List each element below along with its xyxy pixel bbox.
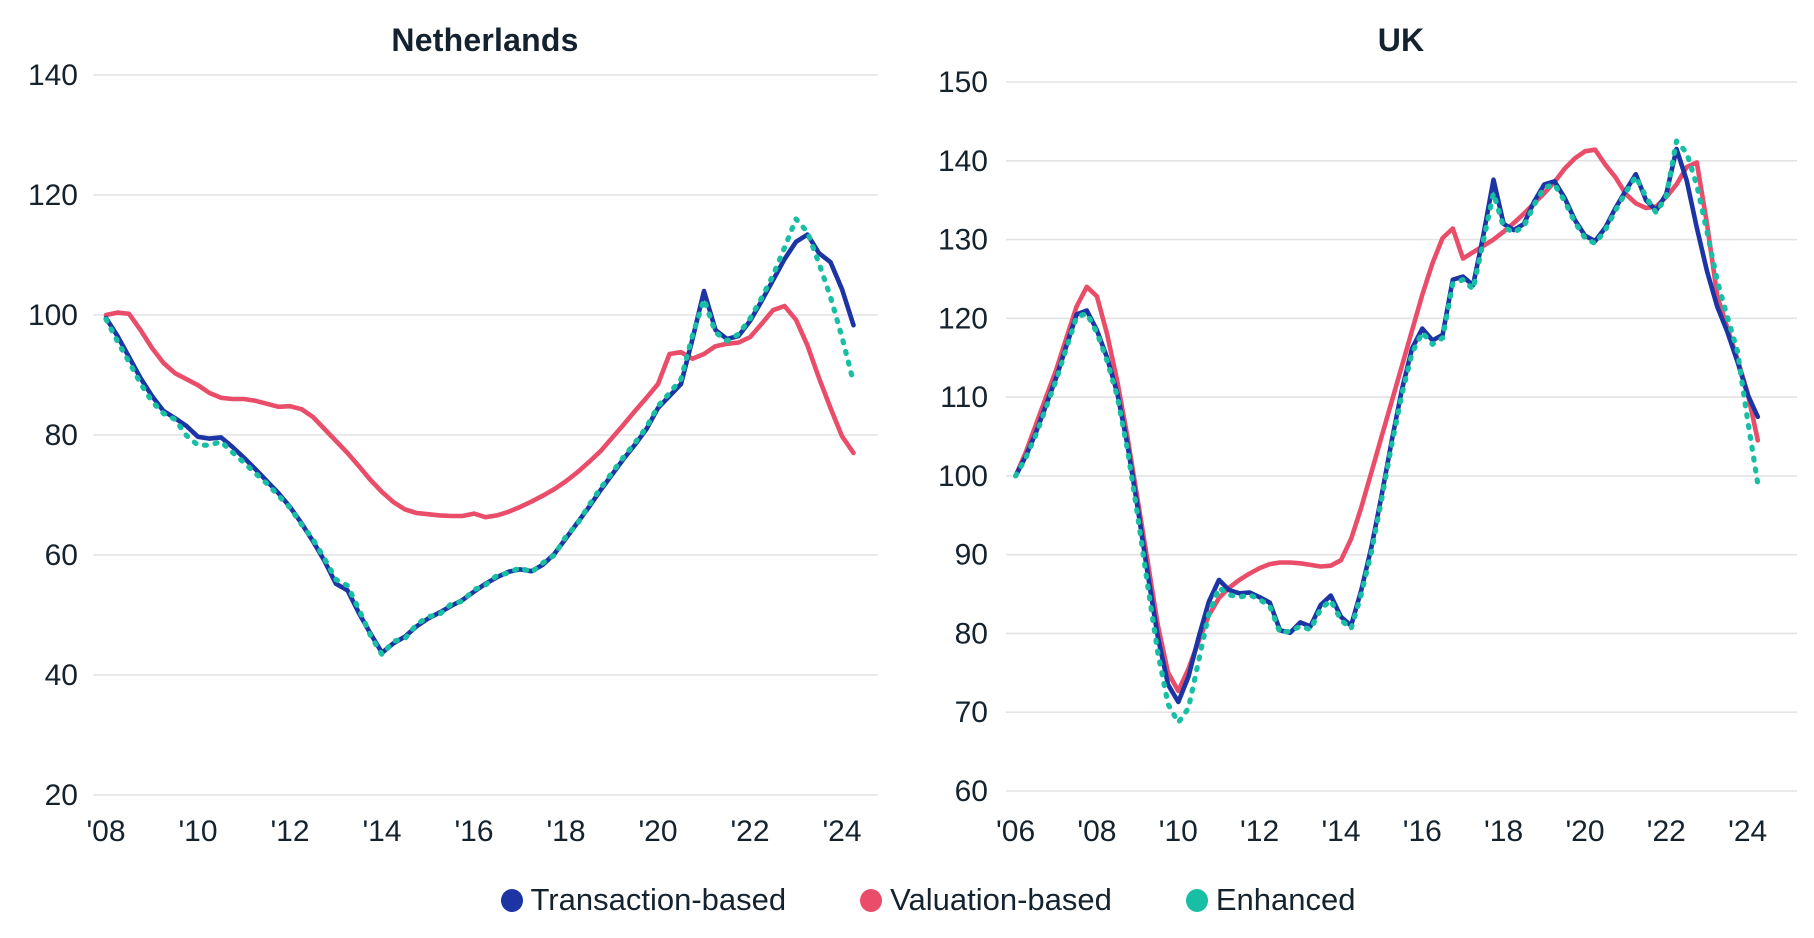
x-axis-tick-label: '14 [362,815,401,848]
legend-marker-transaction-dot [500,888,523,912]
y-axis-tick-label: 60 [955,775,988,808]
x-axis-tick-label: '10 [178,815,217,848]
x-axis-tick-label: '20 [638,815,677,848]
legend-label-transaction: Transaction-based [530,882,787,917]
x-axis-tick-label: '18 [546,815,585,848]
x-axis-tick-label: '06 [996,815,1035,848]
x-axis-tick-label: '08 [86,815,125,848]
y-axis-tick-label: 100 [28,299,78,332]
legend-item-enhanced: Enhanced [1185,882,1356,918]
legend-item-valuation: Valuation-based [860,882,1112,918]
y-axis-tick-label: 130 [938,224,988,257]
series-line-valuation-netherlands [103,303,856,520]
y-axis-tick-label: 120 [28,179,78,212]
x-axis-tick-label: '12 [270,815,309,848]
x-axis-tick-label: '08 [1077,815,1116,848]
x-axis-tick-label: '10 [1159,815,1198,848]
y-axis-tick-label: 110 [940,381,988,414]
y-axis-tick-label: 100 [938,460,988,493]
legend-marker-enhanced-dot [1185,888,1208,912]
x-axis-tick-label: '22 [1647,815,1686,848]
x-axis-tick-label: '16 [454,815,493,848]
y-axis-tick-label: 20 [45,779,78,812]
series-line-enhanced-netherlands [103,216,857,658]
chart-legend: Transaction-based Valuation-based Enhanc… [0,874,1814,926]
legend-label-valuation: Valuation-based [890,882,1112,917]
legend-marker-valuation-dot [860,888,883,912]
chart-title-netherlands: Netherlands [391,22,579,58]
y-axis-tick-label: 70 [955,696,988,729]
legend-label-enhanced: Enhanced [1215,882,1356,917]
x-axis-tick-label: '18 [1484,815,1523,848]
y-axis-tick-label: 90 [955,539,988,572]
x-axis-tick-label: '14 [1321,815,1360,848]
series-line-enhanced-uk [1012,138,1761,726]
y-axis-tick-label: 80 [955,617,988,650]
y-axis-tick-label: 60 [45,539,78,572]
y-axis-tick-label: 120 [938,302,988,335]
line-charts-plot-area: 14012010080604020'08'10'12'14'16'18'20'2… [28,59,1797,848]
x-axis-tick-label: '16 [1403,815,1442,848]
x-axis-tick-label: '20 [1565,815,1604,848]
x-axis-tick-label: '12 [1240,815,1279,848]
legend-item-transaction: Transaction-based [500,882,787,918]
y-axis-tick-label: 80 [45,419,78,452]
y-axis-tick-label: 40 [45,659,78,692]
chart-title-uk: UK [1377,22,1425,58]
x-axis-tick-label: '24 [1728,815,1767,848]
y-axis-tick-label: 150 [938,66,988,99]
x-axis-tick-label: '22 [730,815,769,848]
series-line-valuation-uk [1013,147,1761,694]
y-axis-tick-label: 140 [938,145,988,178]
x-axis-tick-label: '24 [822,815,861,848]
y-axis-tick-label: 140 [28,59,78,92]
